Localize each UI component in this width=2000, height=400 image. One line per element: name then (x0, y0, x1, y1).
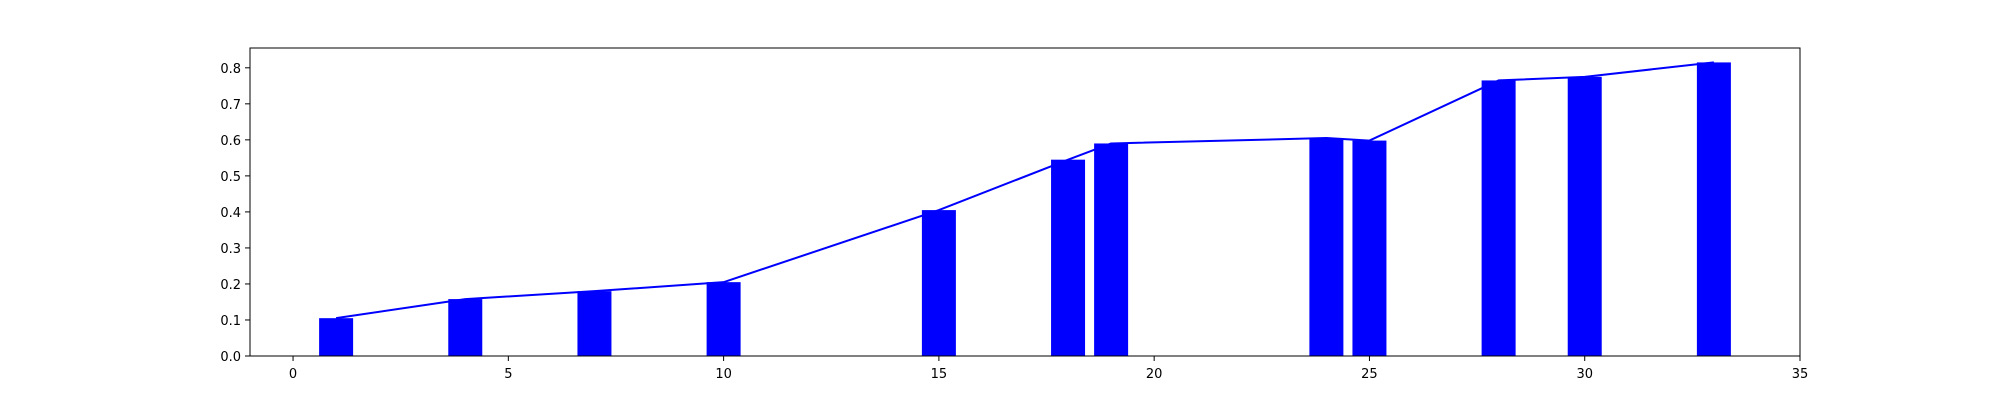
y-tick-label-3: 0.3 (220, 242, 241, 257)
bar-10 (1567, 76, 1602, 356)
y-tick-label-1: 0.1 (220, 314, 241, 329)
bar-5 (1051, 159, 1086, 356)
plot-area-frame (249, 47, 1801, 357)
y-axis: 0.0 0.1 0.2 0.3 0.4 0.5 0.6 0.7 0.8 (220, 62, 250, 365)
x-tick-label-4: 20 (1146, 367, 1163, 382)
y-tick-label-5: 0.5 (220, 170, 241, 185)
x-tick-label-1: 5 (504, 367, 512, 382)
bar-9 (1481, 80, 1516, 356)
y-tick-label-2: 0.2 (220, 278, 241, 293)
bar-4 (921, 210, 956, 356)
bar-6 (1094, 143, 1129, 356)
x-tick-label-7: 35 (1792, 367, 1809, 382)
y-tick-label-7: 0.7 (220, 98, 241, 113)
x-tick-label-6: 30 (1576, 367, 1593, 382)
y-tick-label-8: 0.8 (220, 62, 241, 77)
x-axis: 0 5 10 15 20 25 30 35 (289, 356, 1808, 382)
trend-line (335, 61, 1714, 320)
y-tick-label-0: 0.0 (220, 350, 241, 365)
x-tick-label-2: 10 (715, 367, 732, 382)
bar-1 (448, 299, 483, 356)
trend-line-group (335, 61, 1714, 320)
bar-0 (319, 318, 354, 356)
bar-3 (706, 282, 741, 356)
bar-11 (1696, 62, 1731, 356)
y-tick-label-6: 0.6 (220, 134, 241, 149)
x-tick-label-3: 15 (931, 367, 948, 382)
x-tick-label-0: 0 (289, 367, 297, 382)
bar-8 (1352, 140, 1387, 356)
y-tick-label-4: 0.4 (220, 206, 241, 221)
bar-2 (577, 291, 612, 356)
x-tick-label-5: 25 (1361, 367, 1378, 382)
bars-group (319, 62, 1731, 356)
bar-7 (1309, 138, 1344, 356)
